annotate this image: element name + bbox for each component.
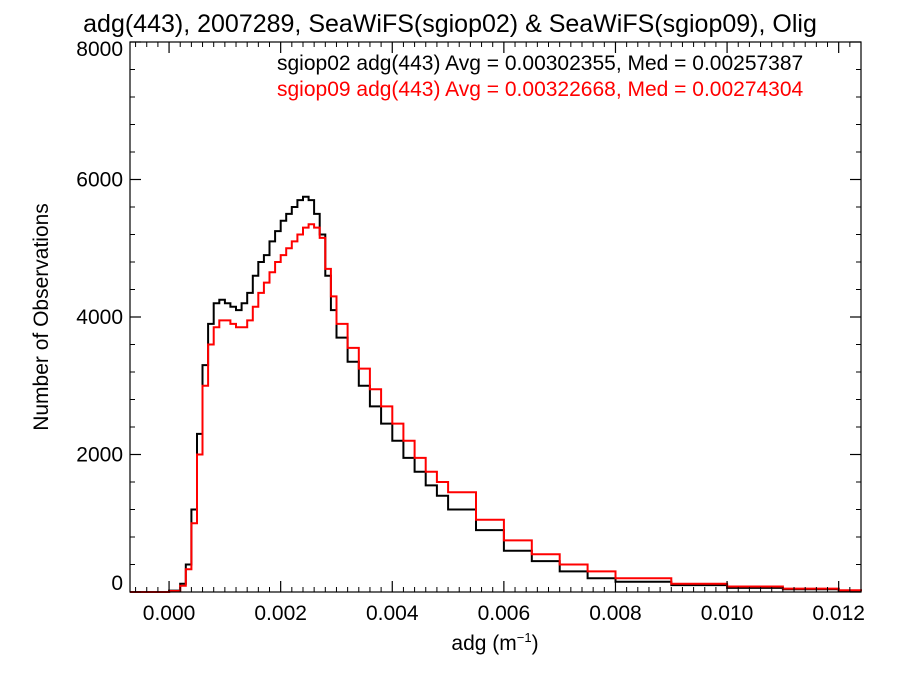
x-tick-label: 0.012 bbox=[812, 602, 865, 625]
y-tick-label: 8000 bbox=[76, 38, 123, 61]
y-tick-label: 6000 bbox=[76, 169, 123, 192]
x-axis-label: adg (m−1) bbox=[451, 630, 538, 655]
x-tick-label: 0.000 bbox=[143, 602, 196, 625]
x-axis-label-text: adg (m bbox=[451, 632, 516, 655]
annotation-sgiop02: sgiop02 adg(443) Avg = 0.00302355, Med =… bbox=[277, 52, 803, 75]
y-tick-label: 2000 bbox=[76, 444, 123, 467]
x-axis-label-close: ) bbox=[532, 632, 539, 655]
x-tick-label: 0.006 bbox=[478, 602, 531, 625]
annotations: sgiop02 adg(443) Avg = 0.00302355, Med =… bbox=[277, 52, 804, 101]
y-tick-label: 0 bbox=[111, 572, 123, 595]
y-axis: 0 2000 4000 6000 8000 bbox=[76, 38, 861, 595]
series-line-sgiop09 bbox=[130, 223, 862, 593]
chart-title: adg(443), 2007289, SeaWiFS(sgiop02) & Se… bbox=[83, 10, 817, 38]
series-line-sgiop02 bbox=[130, 195, 862, 593]
x-axis-label-sup: −1 bbox=[517, 630, 532, 645]
x-tick-label: 0.002 bbox=[254, 602, 307, 625]
x-axis: 0.000 0.002 0.004 0.006 0.008 0.010 0.012 bbox=[135, 42, 865, 625]
annotation-sgiop09: sgiop09 adg(443) Avg = 0.00322668, Med =… bbox=[277, 78, 804, 101]
series-layer bbox=[130, 195, 862, 593]
x-tick-label: 0.004 bbox=[366, 602, 419, 625]
x-tick-label: 0.010 bbox=[701, 602, 754, 625]
x-tick-label: 0.008 bbox=[589, 602, 642, 625]
y-tick-label: 4000 bbox=[76, 306, 123, 329]
plot-frame bbox=[129, 41, 862, 593]
y-axis-label: Number of Observations bbox=[30, 203, 53, 431]
